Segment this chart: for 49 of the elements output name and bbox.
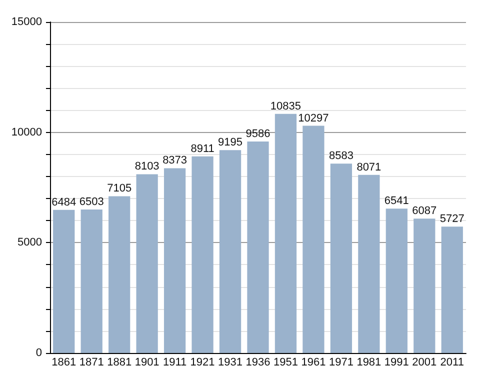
x-tick-label: 1901 bbox=[134, 356, 160, 368]
data-label: 8583 bbox=[328, 150, 354, 162]
bar bbox=[386, 208, 408, 353]
data-label: 8103 bbox=[134, 160, 160, 173]
bar bbox=[219, 150, 242, 353]
bar bbox=[330, 164, 352, 353]
data-label: 8373 bbox=[162, 154, 188, 167]
bar bbox=[192, 156, 214, 353]
bar bbox=[164, 168, 186, 353]
y-tick-label: 5000 bbox=[18, 236, 42, 249]
data-label: 6541 bbox=[384, 195, 409, 208]
bar bbox=[53, 210, 75, 353]
data-label: 7105 bbox=[107, 182, 132, 195]
data-label: 9586 bbox=[246, 128, 270, 140]
bar bbox=[302, 126, 324, 353]
data-label: 10835 bbox=[270, 100, 302, 112]
data-label: 5727 bbox=[440, 213, 464, 226]
x-tick-label: 2001 bbox=[412, 356, 437, 368]
bar bbox=[247, 141, 269, 353]
x-tick-label: 1951 bbox=[273, 356, 298, 368]
data-label: 8911 bbox=[190, 142, 214, 155]
y-tick-label: 10000 bbox=[11, 126, 42, 138]
x-tick-label: 1911 bbox=[162, 356, 187, 368]
x-tick-label: 1991 bbox=[384, 356, 409, 368]
x-tick-label: 2011 bbox=[440, 356, 464, 368]
bar bbox=[358, 174, 380, 353]
y-tick-label: 15000 bbox=[11, 16, 42, 28]
data-label: 10297 bbox=[298, 112, 329, 124]
bar bbox=[274, 114, 297, 353]
x-tick-label: 1931 bbox=[218, 356, 243, 368]
data-label: 6503 bbox=[79, 196, 104, 208]
data-label: 6484 bbox=[52, 196, 76, 208]
data-label: 9195 bbox=[218, 136, 243, 149]
x-tick-label: 1981 bbox=[356, 356, 382, 368]
x-tick-label: 1871 bbox=[79, 356, 104, 368]
x-tick-label: 1961 bbox=[301, 356, 326, 368]
bar bbox=[80, 210, 102, 353]
x-tick-label: 1921 bbox=[190, 356, 215, 368]
y-tick-label: 0 bbox=[36, 347, 42, 359]
data-label: 6087 bbox=[412, 205, 437, 218]
x-tick-label: 1861 bbox=[52, 356, 76, 368]
bar bbox=[441, 226, 463, 353]
bar bbox=[414, 218, 436, 353]
data-label: 8071 bbox=[356, 161, 382, 174]
x-tick-label: 1881 bbox=[107, 356, 132, 368]
x-tick-label: 1936 bbox=[246, 356, 270, 368]
bar bbox=[136, 174, 158, 353]
x-tick-label: 1971 bbox=[328, 356, 354, 368]
bar bbox=[108, 196, 130, 353]
